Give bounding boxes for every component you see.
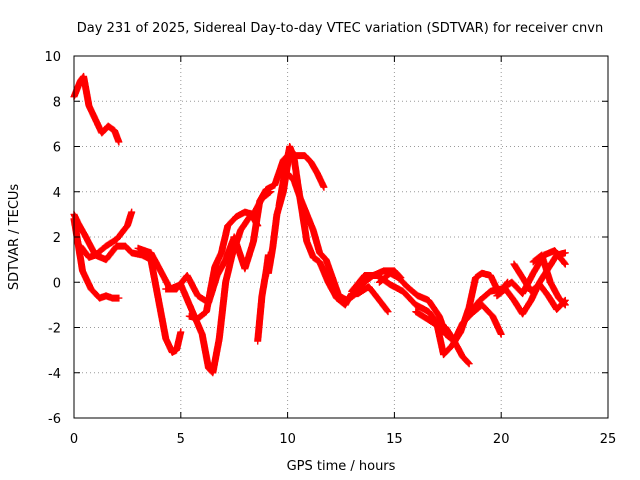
data-points: [70, 72, 569, 377]
x-tick-label: 25: [600, 432, 617, 447]
series-track-d: [76, 208, 136, 261]
series-markers: [529, 251, 569, 309]
y-tick-label: 2: [53, 231, 61, 246]
y-tick-label: -6: [48, 412, 61, 427]
y-tick-label: 6: [53, 141, 61, 156]
series-markers: [134, 210, 262, 377]
series-markers: [284, 170, 405, 304]
y-tick-label: 8: [53, 95, 61, 110]
series-track-a: [70, 72, 123, 146]
series-track-q: [510, 260, 569, 313]
y-tick-label: 4: [53, 186, 61, 201]
series-markers: [70, 72, 123, 146]
x-tick-label: 5: [177, 432, 185, 447]
series-markers: [510, 260, 569, 313]
series-track-e: [134, 210, 262, 377]
y-tick-label: 10: [44, 50, 61, 65]
series-track-g: [185, 188, 275, 322]
x-tick-label: 0: [70, 432, 78, 447]
grid-lines: [74, 56, 608, 418]
series-markers: [185, 188, 275, 322]
chart-title: Day 231 of 2025, Sidereal Day-to-day VTE…: [77, 21, 603, 36]
series-track-k: [284, 170, 405, 304]
x-tick-label: 15: [386, 432, 403, 447]
series-markers: [76, 208, 136, 261]
x-axis-label: GPS time / hours: [287, 459, 396, 474]
y-tick-label: -4: [48, 367, 61, 382]
y-axis-label: SDTVAR / TECUs: [7, 184, 22, 291]
x-tick-label: 20: [493, 432, 510, 447]
y-tick-label: -2: [48, 322, 61, 337]
series-track-r: [529, 251, 569, 309]
x-tick-label: 10: [279, 432, 296, 447]
y-tick-label: 0: [53, 276, 61, 291]
axis-ticks: 0 5 10 15 20 25 -6 -4 -2 0 2 4 6 8 10: [44, 50, 616, 447]
